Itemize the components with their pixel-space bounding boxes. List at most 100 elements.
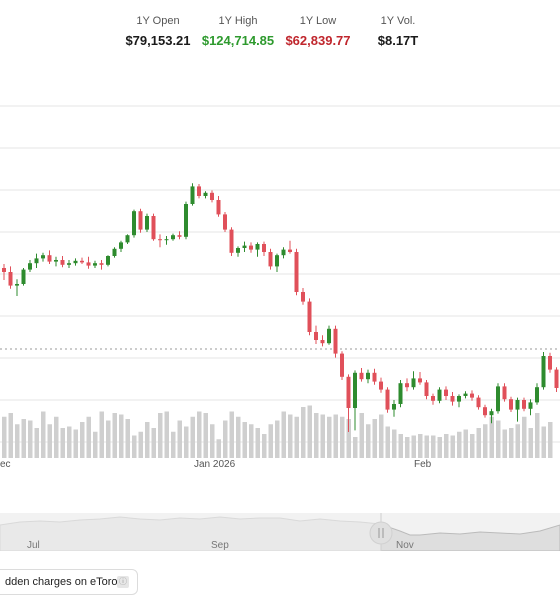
candle[interactable] (379, 377, 383, 393)
candle[interactable] (281, 247, 286, 259)
volume-bar (288, 414, 293, 458)
candle[interactable] (457, 394, 461, 408)
candle[interactable] (483, 404, 487, 418)
candle[interactable] (424, 380, 429, 400)
candle[interactable] (99, 260, 104, 270)
candle[interactable] (366, 369, 370, 384)
candle[interactable] (535, 383, 539, 405)
candle[interactable] (437, 387, 442, 404)
candle[interactable] (548, 352, 552, 373)
candle[interactable] (275, 253, 279, 272)
candle[interactable] (476, 395, 481, 410)
candle[interactable] (216, 196, 221, 217)
candle[interactable] (158, 234, 162, 248)
candle[interactable] (541, 352, 546, 390)
candle[interactable] (327, 325, 331, 345)
candle[interactable] (301, 288, 305, 305)
candle[interactable] (73, 258, 78, 266)
candle[interactable] (288, 240, 292, 254)
candle-body (132, 211, 136, 236)
candle[interactable] (223, 212, 227, 232)
candle[interactable] (470, 390, 474, 401)
candle-body (158, 239, 162, 241)
candle[interactable] (145, 213, 149, 232)
candle[interactable] (67, 260, 71, 268)
candle[interactable] (294, 248, 299, 296)
candle-body (8, 272, 13, 286)
candle[interactable] (203, 191, 208, 199)
candle-body (450, 396, 455, 402)
candle[interactable] (138, 208, 143, 233)
candle[interactable] (398, 380, 403, 408)
candle[interactable] (197, 184, 201, 199)
candle[interactable] (522, 397, 526, 412)
candle[interactable] (86, 256, 91, 269)
volume-bar (262, 434, 267, 458)
candle[interactable] (392, 400, 396, 417)
candle[interactable] (2, 264, 6, 280)
candle[interactable] (41, 252, 45, 262)
volume-bar (229, 411, 234, 458)
candle[interactable] (509, 396, 513, 412)
candle[interactable] (236, 246, 240, 257)
candle[interactable] (229, 227, 234, 256)
candle[interactable] (80, 257, 84, 264)
candle[interactable] (333, 325, 338, 358)
candle[interactable] (112, 247, 117, 258)
candle[interactable] (93, 260, 97, 268)
candle[interactable] (385, 387, 390, 413)
navigator-chart[interactable] (0, 513, 560, 551)
candle[interactable] (431, 393, 435, 405)
candle[interactable] (515, 397, 520, 422)
candle[interactable] (411, 371, 416, 390)
candle[interactable] (119, 240, 123, 252)
candle-body (411, 378, 416, 388)
candle[interactable] (54, 256, 58, 267)
candle[interactable] (177, 231, 182, 240)
candle[interactable] (151, 213, 156, 241)
candle[interactable] (463, 391, 468, 399)
candle[interactable] (418, 372, 422, 385)
candle[interactable] (34, 253, 39, 268)
candle[interactable] (125, 234, 130, 244)
candle[interactable] (489, 408, 494, 424)
candle[interactable] (255, 242, 260, 257)
candle[interactable] (359, 368, 364, 382)
candle[interactable] (60, 256, 65, 268)
candle[interactable] (171, 233, 175, 241)
candle[interactable] (528, 399, 533, 416)
candle[interactable] (502, 383, 507, 402)
candle[interactable] (249, 242, 253, 253)
candle[interactable] (444, 386, 448, 400)
candle[interactable] (346, 374, 351, 432)
candle[interactable] (554, 367, 559, 392)
candle[interactable] (314, 325, 318, 344)
candle[interactable] (184, 201, 188, 240)
candle[interactable] (405, 378, 409, 392)
candle[interactable] (15, 279, 19, 296)
candle[interactable] (353, 370, 357, 431)
candle[interactable] (47, 250, 52, 264)
candle[interactable] (262, 241, 266, 256)
navigator-handle[interactable] (369, 521, 393, 545)
price-chart[interactable] (0, 62, 560, 458)
candle[interactable] (320, 335, 325, 347)
info-icon[interactable]: ⓘ (117, 576, 129, 588)
candle[interactable] (8, 266, 13, 289)
candle[interactable] (210, 190, 214, 203)
candle[interactable] (496, 383, 500, 414)
candle[interactable] (164, 236, 169, 245)
candle-body (262, 244, 266, 252)
candle[interactable] (28, 260, 32, 272)
candle[interactable] (372, 368, 377, 385)
candle[interactable] (242, 241, 247, 252)
candle[interactable] (21, 268, 26, 286)
candle[interactable] (132, 209, 136, 238)
candle[interactable] (190, 183, 195, 206)
candle[interactable] (106, 255, 110, 267)
candle[interactable] (340, 351, 344, 380)
candle[interactable] (268, 248, 273, 270)
candle[interactable] (307, 298, 312, 336)
candle[interactable] (450, 392, 455, 406)
candle-body (294, 252, 299, 292)
